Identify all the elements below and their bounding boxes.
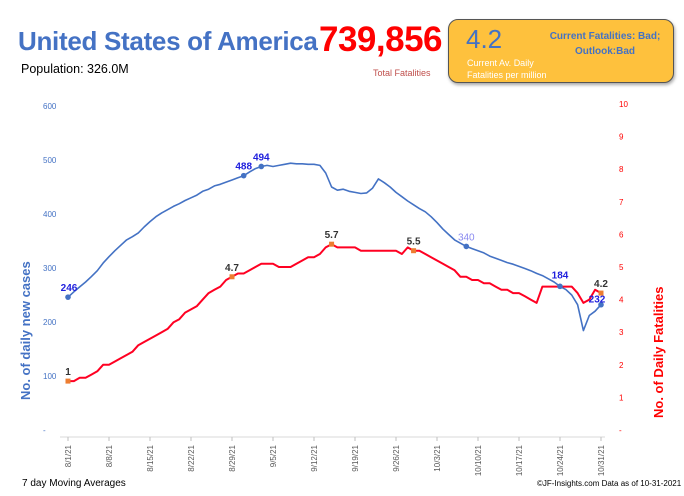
cases-marker (598, 301, 604, 308)
fatalities-data-label: 5.7 (325, 230, 339, 241)
left-y-tick-label: 300 (43, 264, 57, 273)
cases-marker (557, 283, 563, 290)
cases-marker (65, 294, 71, 300)
x-tick-label: 10/17/21 (515, 444, 524, 476)
total-fatalities-label: Total Fatalities (373, 68, 431, 78)
footer-moving-average-note: 7 day Moving Averages (22, 478, 126, 489)
right-y-tick-label: 1 (619, 393, 624, 402)
left-y-tick-label: 400 (43, 210, 57, 219)
x-tick-label: 9/19/21 (351, 444, 360, 471)
x-tick-label: 8/1/21 (64, 444, 73, 467)
total-fatalities-value: 739,856 (319, 20, 443, 59)
right-y-tick-label: 4 (619, 296, 624, 305)
outlook-status: Current Fatalities: Bad; Outlook:Bad (535, 29, 675, 59)
fatalities-line (68, 243, 602, 383)
right-y-tick-label: 5 (619, 263, 624, 272)
cases-marker (240, 172, 247, 179)
right-y-tick-label: 2 (619, 361, 624, 370)
left-y-tick-label: 200 (43, 318, 57, 327)
right-y-tick-label: 9 (619, 133, 624, 142)
fatalities-data-label: 1 (65, 367, 71, 378)
fatalities-marker (598, 290, 604, 296)
x-tick-label: 9/5/21 (269, 444, 278, 467)
x-tick-label: 10/24/21 (556, 444, 565, 476)
cases-data-label: 232 (589, 295, 606, 306)
x-tick-label: 8/8/21 (105, 444, 114, 467)
x-tick-label: 10/3/21 (433, 444, 442, 471)
left-y-tick-label: 500 (43, 156, 57, 165)
cases-data-label: 340 (458, 232, 475, 243)
fatalities-data-label: 5.5 (407, 237, 421, 248)
footer-copyright: ©JF-Insights.com Data as of 10-31-2021 (537, 479, 682, 488)
left-y-tick-label: 100 (43, 372, 57, 381)
cases-marker (463, 243, 470, 250)
fatalities-marker (329, 241, 335, 247)
cases-data-label: 494 (253, 152, 270, 163)
x-tick-label: 8/15/21 (146, 444, 155, 471)
right-axis-title: No. of Daily Fatalities (651, 287, 666, 418)
left-y-tick-label: 600 (43, 102, 57, 111)
population-label: Population: 326.0M (21, 62, 129, 76)
right-y-tick-label: 6 (619, 230, 624, 239)
current-fatalities-per-million: 4.2 (466, 24, 503, 54)
outlook-line-1: Current Fatalities: Bad; (549, 31, 661, 42)
x-tick-label: 9/26/21 (392, 444, 401, 471)
x-tick-label: 8/22/21 (187, 444, 196, 471)
current-fatalities-caption: Current Av. Daily Fatalities per million (467, 57, 547, 81)
x-tick-label: 8/29/21 (228, 444, 237, 471)
fatalities-marker (65, 378, 71, 384)
left-y-tick-label: - (43, 426, 46, 435)
left-axis-title: No. of daily new cases (18, 261, 33, 400)
caption-line-2: Fatalities per million (467, 70, 547, 80)
x-tick-label: 10/31/21 (597, 444, 606, 476)
fatalities-data-label: 4.2 (594, 279, 608, 290)
fatalities-marker (229, 274, 235, 280)
x-tick-label: 10/10/21 (474, 444, 483, 476)
right-y-tick-label: 3 (619, 328, 624, 337)
cases-data-label: 246 (61, 283, 78, 294)
right-y-tick-label: - (619, 426, 622, 435)
right-y-tick-label: 8 (619, 165, 624, 174)
current-fatalities-card: 4.2 Current Av. Daily Fatalities per mil… (448, 19, 674, 83)
right-y-tick-label: 10 (619, 100, 628, 109)
cases-data-label: 184 (552, 270, 569, 281)
cases-marker (258, 163, 265, 170)
caption-line-1: Current Av. Daily (467, 58, 534, 68)
x-tick-label: 9/12/21 (310, 444, 319, 471)
cases-data-label: 488 (235, 162, 252, 173)
outlook-line-2: Outlook:Bad (575, 46, 635, 57)
right-y-tick-label: 7 (619, 198, 624, 207)
fatalities-marker (411, 248, 417, 254)
country-title: United States of America (18, 26, 318, 56)
fatalities-data-label: 4.7 (225, 263, 239, 274)
cases-line (67, 162, 602, 332)
